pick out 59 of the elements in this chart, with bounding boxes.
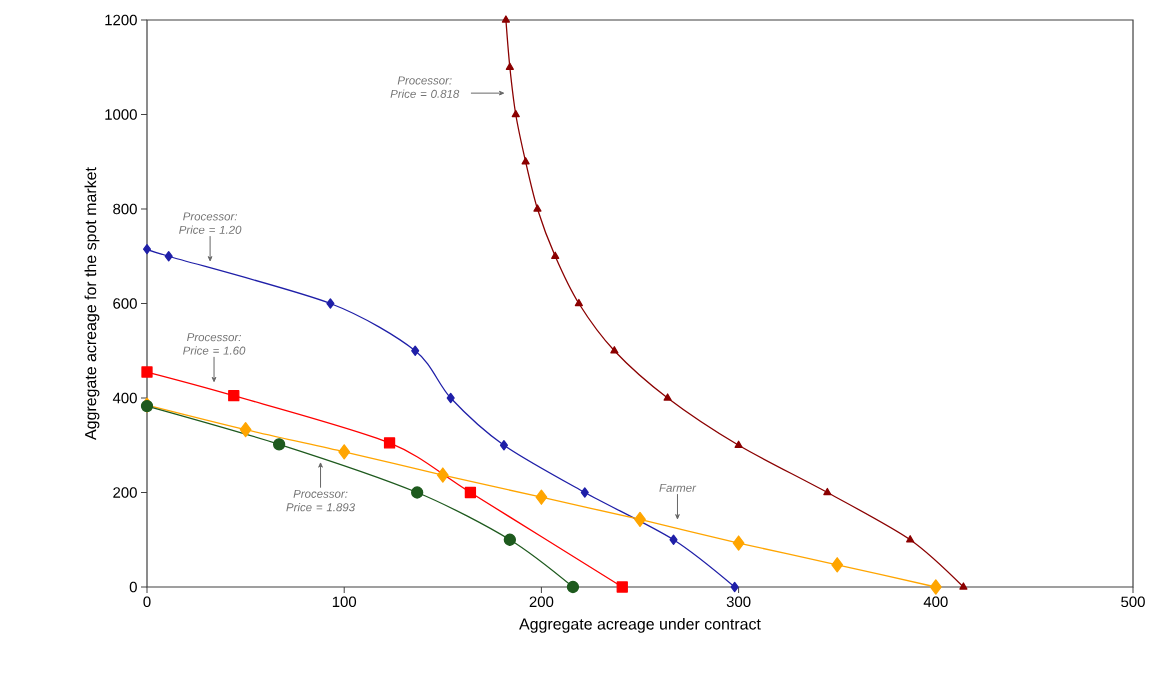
point bbox=[732, 535, 745, 551]
point bbox=[959, 582, 968, 590]
point bbox=[831, 557, 844, 573]
point bbox=[574, 298, 583, 307]
point bbox=[663, 393, 672, 401]
point bbox=[411, 345, 420, 356]
point bbox=[464, 486, 477, 499]
x-axis-title: Aggregate acreage under contract bbox=[519, 617, 761, 633]
point bbox=[164, 251, 173, 262]
y-tick-label: 600 bbox=[113, 298, 137, 309]
point bbox=[669, 534, 678, 545]
annotation: Processor: Price = 0.818 bbox=[390, 76, 460, 98]
point bbox=[906, 535, 915, 543]
y-tick-label: 200 bbox=[113, 487, 137, 498]
point bbox=[505, 62, 514, 70]
x-tick-label: 100 bbox=[332, 596, 357, 608]
point bbox=[616, 581, 628, 593]
x-tick-label: 300 bbox=[726, 596, 751, 608]
point bbox=[929, 579, 942, 595]
point bbox=[521, 157, 530, 165]
point bbox=[535, 489, 548, 505]
point bbox=[533, 204, 542, 212]
point bbox=[228, 389, 240, 402]
point bbox=[272, 438, 286, 451]
point bbox=[383, 437, 396, 449]
point bbox=[326, 298, 335, 309]
point bbox=[411, 486, 424, 499]
point bbox=[239, 422, 252, 438]
y-tick-label: 0 bbox=[129, 581, 137, 593]
point bbox=[580, 487, 589, 498]
y-tick-label: 800 bbox=[113, 203, 137, 215]
y-tick-label: 1000 bbox=[105, 109, 137, 120]
point bbox=[141, 366, 153, 378]
annotation: Farmer bbox=[659, 483, 697, 492]
point bbox=[734, 440, 743, 448]
point bbox=[566, 580, 580, 594]
annotation: Processor: Price = 1.893 bbox=[286, 489, 355, 512]
x-tick-label: 0 bbox=[143, 596, 151, 608]
point bbox=[634, 511, 646, 528]
point bbox=[610, 346, 619, 354]
y-tick-label: 400 bbox=[112, 392, 137, 404]
point bbox=[338, 444, 351, 460]
y-tick-label: 1200 bbox=[105, 14, 137, 26]
annotation: Processor: Price = 1.20 bbox=[179, 212, 242, 234]
point bbox=[446, 392, 455, 404]
x-tick-label: 200 bbox=[529, 596, 554, 608]
point bbox=[142, 244, 152, 255]
x-tick-label: 400 bbox=[923, 596, 948, 608]
point bbox=[436, 467, 449, 483]
point bbox=[499, 440, 508, 451]
point bbox=[551, 251, 560, 259]
point bbox=[730, 581, 739, 593]
y-axis-title: Aggregate acreage for the spot market bbox=[84, 167, 100, 440]
annotation: Processor: Price = 1.60 bbox=[183, 333, 246, 355]
point bbox=[511, 109, 520, 118]
point bbox=[501, 15, 511, 23]
point bbox=[503, 533, 516, 546]
x-tick-label: 500 bbox=[1121, 596, 1145, 608]
point bbox=[823, 487, 832, 496]
